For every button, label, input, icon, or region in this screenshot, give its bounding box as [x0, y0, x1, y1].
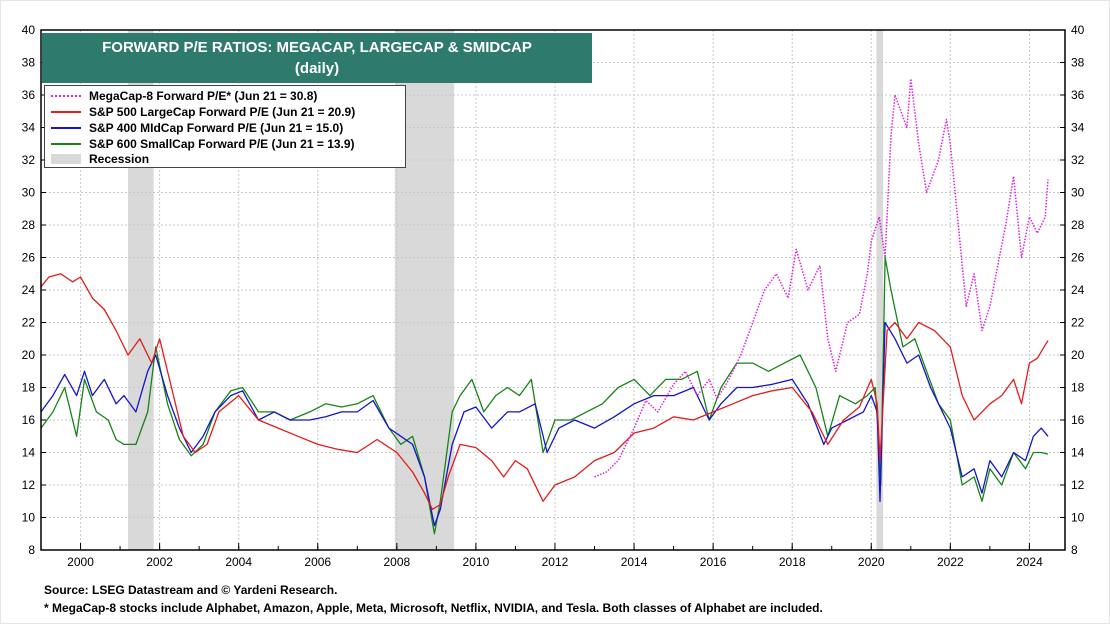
- y-tick-label-left: 24: [22, 283, 36, 297]
- x-tick-label: 2000: [67, 555, 94, 569]
- legend-label-smallcap: S&P 600 SmallCap Forward P/E (Jun 21 = 1…: [89, 137, 355, 151]
- x-tick-label: 2024: [1016, 555, 1043, 569]
- y-tick-label-right: 8: [1071, 543, 1078, 557]
- legend-label-megacap: MegaCap-8 Forward P/E* (Jun 21 = 30.8): [89, 89, 318, 103]
- megacap-footnote: * MegaCap-8 stocks include Alphabet, Ama…: [44, 601, 823, 615]
- y-tick-label-left: 12: [22, 478, 36, 492]
- y-tick-label-left: 28: [22, 218, 36, 232]
- y-tick-label-left: 22: [22, 316, 36, 330]
- y-tick-label-right: 32: [1071, 153, 1085, 167]
- legend-item-recession: Recession: [51, 151, 149, 167]
- y-tick-label-right: 14: [1071, 446, 1085, 460]
- source-note: Source: LSEG Datastream and © Yardeni Re…: [44, 583, 338, 597]
- y-tick-label-right: 40: [1071, 23, 1085, 37]
- y-tick-label-left: 20: [22, 348, 36, 362]
- chart-title-box: FORWARD P/E RATIOS: MEGACAP, LARGECAP & …: [42, 33, 592, 83]
- y-tick-label-left: 14: [22, 446, 36, 460]
- y-tick-label-left: 32: [22, 153, 36, 167]
- x-tick-label: 2006: [304, 555, 331, 569]
- y-tick-label-left: 16: [22, 413, 36, 427]
- series-line-largecap: [40, 273, 1049, 511]
- y-tick-label-left: 30: [22, 186, 36, 200]
- y-tick-label-left: 40: [22, 23, 36, 37]
- x-tick-label: 2004: [225, 555, 252, 569]
- x-tick-label: 2012: [542, 555, 569, 569]
- x-tick-label: 2010: [463, 555, 490, 569]
- legend-swatch-recession: [51, 154, 81, 164]
- y-tick-label-left: 18: [22, 381, 36, 395]
- legend-item-megacap: MegaCap-8 Forward P/E* (Jun 21 = 30.8): [51, 88, 317, 104]
- y-tick-label-left: 26: [22, 251, 36, 265]
- y-tick-label-left: 10: [22, 511, 36, 525]
- y-tick-label-right: 34: [1071, 121, 1085, 135]
- y-tick-label-left: 36: [22, 88, 36, 102]
- y-tick-label-right: 30: [1071, 186, 1085, 200]
- series-line-megacap: [594, 78, 1049, 478]
- y-tick-label-right: 18: [1071, 381, 1085, 395]
- chart-title: FORWARD P/E RATIOS: MEGACAP, LARGECAP & …: [102, 39, 532, 56]
- y-tick-label-right: 20: [1071, 348, 1085, 362]
- recession-band: [876, 30, 884, 550]
- x-tick-label: 2016: [700, 555, 727, 569]
- y-tick-label-right: 12: [1071, 478, 1085, 492]
- legend-swatch-megacap: [51, 95, 81, 97]
- y-tick-label-left: 8: [28, 543, 35, 557]
- legend-swatch-largecap: [51, 111, 81, 113]
- legend-item-midcap: S&P 400 MIdCap Forward P/E (Jun 21 = 15.…: [51, 120, 343, 136]
- legend-item-largecap: S&P 500 LargeCap Forward P/E (Jun 21 = 2…: [51, 104, 355, 120]
- series-line-midcap: [40, 321, 1049, 527]
- series-line-smallcap: [40, 256, 1049, 535]
- legend-swatch-midcap: [51, 127, 81, 129]
- x-tick-label: 2018: [779, 555, 806, 569]
- y-tick-label-right: 28: [1071, 218, 1085, 232]
- x-tick-label: 2022: [937, 555, 964, 569]
- legend-swatch-smallcap: [51, 143, 81, 145]
- y-tick-label-right: 38: [1071, 56, 1085, 70]
- x-tick-label: 2008: [383, 555, 410, 569]
- legend-label-largecap: S&P 500 LargeCap Forward P/E (Jun 21 = 2…: [89, 105, 356, 119]
- y-tick-label-right: 36: [1071, 88, 1085, 102]
- legend: MegaCap-8 Forward P/E* (Jun 21 = 30.8) S…: [44, 85, 406, 168]
- y-tick-label-right: 10: [1071, 511, 1085, 525]
- y-tick-label-right: 22: [1071, 316, 1085, 330]
- x-tick-label: 2002: [146, 555, 173, 569]
- y-tick-label-right: 16: [1071, 413, 1085, 427]
- legend-label-midcap: S&P 400 MIdCap Forward P/E (Jun 21 = 15.…: [89, 121, 344, 135]
- y-tick-label-left: 38: [22, 56, 36, 70]
- y-tick-label-right: 26: [1071, 251, 1085, 265]
- legend-label-recession: Recession: [89, 152, 150, 166]
- y-tick-label-left: 34: [22, 121, 36, 135]
- x-tick-label: 2014: [621, 555, 648, 569]
- legend-item-smallcap: S&P 600 SmallCap Forward P/E (Jun 21 = 1…: [51, 136, 355, 152]
- y-tick-label-right: 24: [1071, 283, 1085, 297]
- chart-subtitle: (daily): [294, 60, 340, 77]
- series-lines: [40, 78, 1049, 535]
- x-tick-label: 2020: [858, 555, 885, 569]
